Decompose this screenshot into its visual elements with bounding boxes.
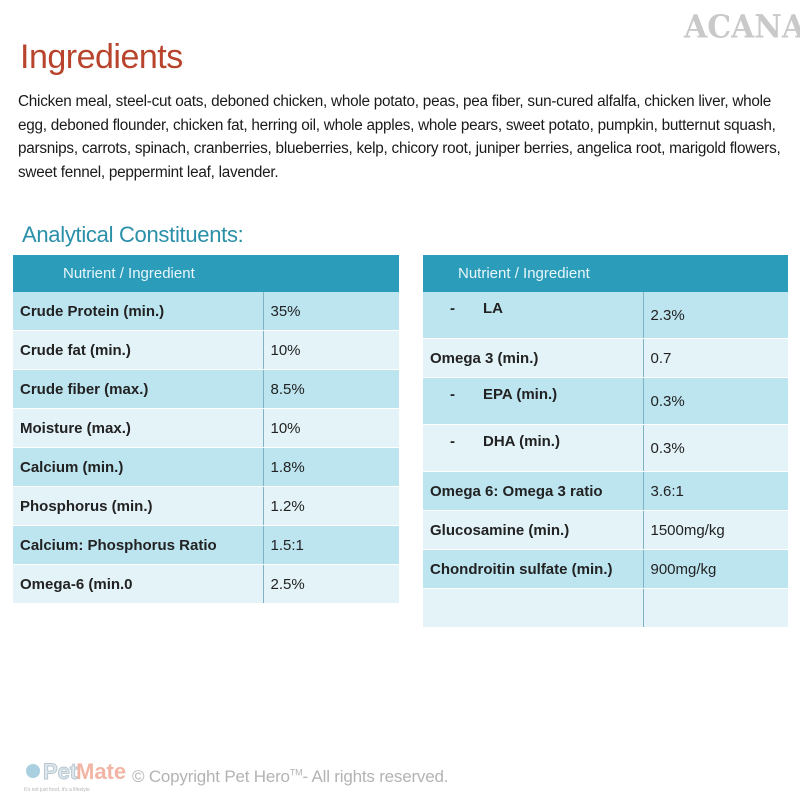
nutrient-value: 10% — [262, 330, 399, 370]
nutrient-label: Chondroitin sulfate (min.) — [423, 549, 643, 589]
nutrient-label: Omega-6 (min.0 — [13, 564, 263, 604]
nutrient-value: 1.8% — [262, 447, 399, 487]
nutrient-value: 900mg/kg — [642, 549, 788, 589]
nutrient-value: 8.5% — [262, 369, 399, 409]
table-row: Calcium (min.) 1.8% — [13, 447, 399, 487]
nutrient-value: 1.2% — [262, 486, 399, 526]
nutrient-table-right: Nutrient / Ingredient - LA 2.3% Omega 3 (… — [423, 255, 788, 628]
table-header: Nutrient / Ingredient — [13, 255, 399, 292]
table-row: - EPA (min.) 0.3% — [423, 377, 788, 425]
nutrient-value: 35% — [262, 292, 399, 331]
table-row: Omega-6 (min.0 2.5% — [13, 564, 399, 604]
table-row: Omega 3 (min.) 0.7 — [423, 338, 788, 378]
nutrient-label: Omega 3 (min.) — [423, 338, 643, 378]
nutrient-label: Calcium: Phosphorus Ratio — [13, 525, 263, 565]
analytical-constituents-heading: Analytical Constituents: — [22, 222, 244, 247]
nutrient-label: Phosphorus (min.) — [13, 486, 263, 526]
nutrient-value: 10% — [262, 408, 399, 448]
nutrient-label: Glucosamine (min.) — [423, 510, 643, 550]
table-row: Phosphorus (min.) 1.2% — [13, 486, 399, 526]
nutrient-table-left: Nutrient / Ingredient Crude Protein (min… — [13, 255, 399, 604]
table-row: Omega 6: Omega 3 ratio 3.6:1 — [423, 471, 788, 511]
footer: Pet Mate It's not just food, it's a life… — [18, 757, 448, 797]
sub-item-dash: - — [450, 386, 455, 403]
nutrient-value: 3.6:1 — [642, 471, 788, 511]
table-header: Nutrient / Ingredient — [423, 255, 788, 292]
nutrient-label — [423, 588, 643, 628]
petmate-logo: Pet Mate It's not just food, it's a life… — [24, 759, 127, 794]
nutrient-value: 1500mg/kg — [642, 510, 788, 550]
table-row: Chondroitin sulfate (min.) 900mg/kg — [423, 549, 788, 589]
nutrient-value: 0.7 — [642, 338, 788, 378]
table-row: Glucosamine (min.) 1500mg/kg — [423, 510, 788, 550]
nutrient-label: Crude fiber (max.) — [13, 369, 263, 409]
nutrient-label: - LA — [423, 292, 643, 339]
ingredients-title: Ingredients — [20, 38, 183, 76]
nutrient-label: - EPA (min.) — [423, 377, 643, 425]
table-row: Calcium: Phosphorus Ratio 1.5:1 — [13, 525, 399, 565]
sub-item-dash: - — [450, 433, 455, 450]
nutrient-label: Moisture (max.) — [13, 408, 263, 448]
table-row: - LA 2.3% — [423, 292, 788, 339]
ingredients-list: Chicken meal, steel-cut oats, deboned ch… — [18, 93, 781, 181]
table-row: - DHA (min.) 0.3% — [423, 424, 788, 472]
nutrient-label: Crude fat (min.) — [13, 330, 263, 370]
table-row: Moisture (max.) 10% — [13, 408, 399, 448]
nutrient-label: Omega 6: Omega 3 ratio — [423, 471, 643, 511]
nutrient-value: 0.3% — [642, 424, 788, 472]
nutrient-label: Calcium (min.) — [13, 447, 263, 487]
table-row: Crude fat (min.) 10% — [13, 330, 399, 370]
nutrient-label: - DHA (min.) — [423, 424, 643, 472]
nutrient-value: 2.3% — [642, 292, 788, 339]
table-row: Crude fiber (max.) 8.5% — [13, 369, 399, 409]
acana-logo: ACANA — [684, 9, 800, 46]
nutrient-value: 0.3% — [642, 377, 788, 425]
nutrient-value: 1.5:1 — [262, 525, 399, 565]
nutrient-value — [642, 588, 788, 628]
table-row — [423, 588, 788, 628]
paw-icon — [26, 764, 40, 778]
copyright-text: © Copyright Pet HeroTM- All rights reser… — [132, 767, 449, 786]
nutrient-label: Crude Protein (min.) — [13, 292, 263, 331]
sub-item-dash: - — [450, 300, 455, 317]
table-row: Crude Protein (min.) 35% — [13, 292, 399, 331]
nutrient-value: 2.5% — [262, 564, 399, 604]
